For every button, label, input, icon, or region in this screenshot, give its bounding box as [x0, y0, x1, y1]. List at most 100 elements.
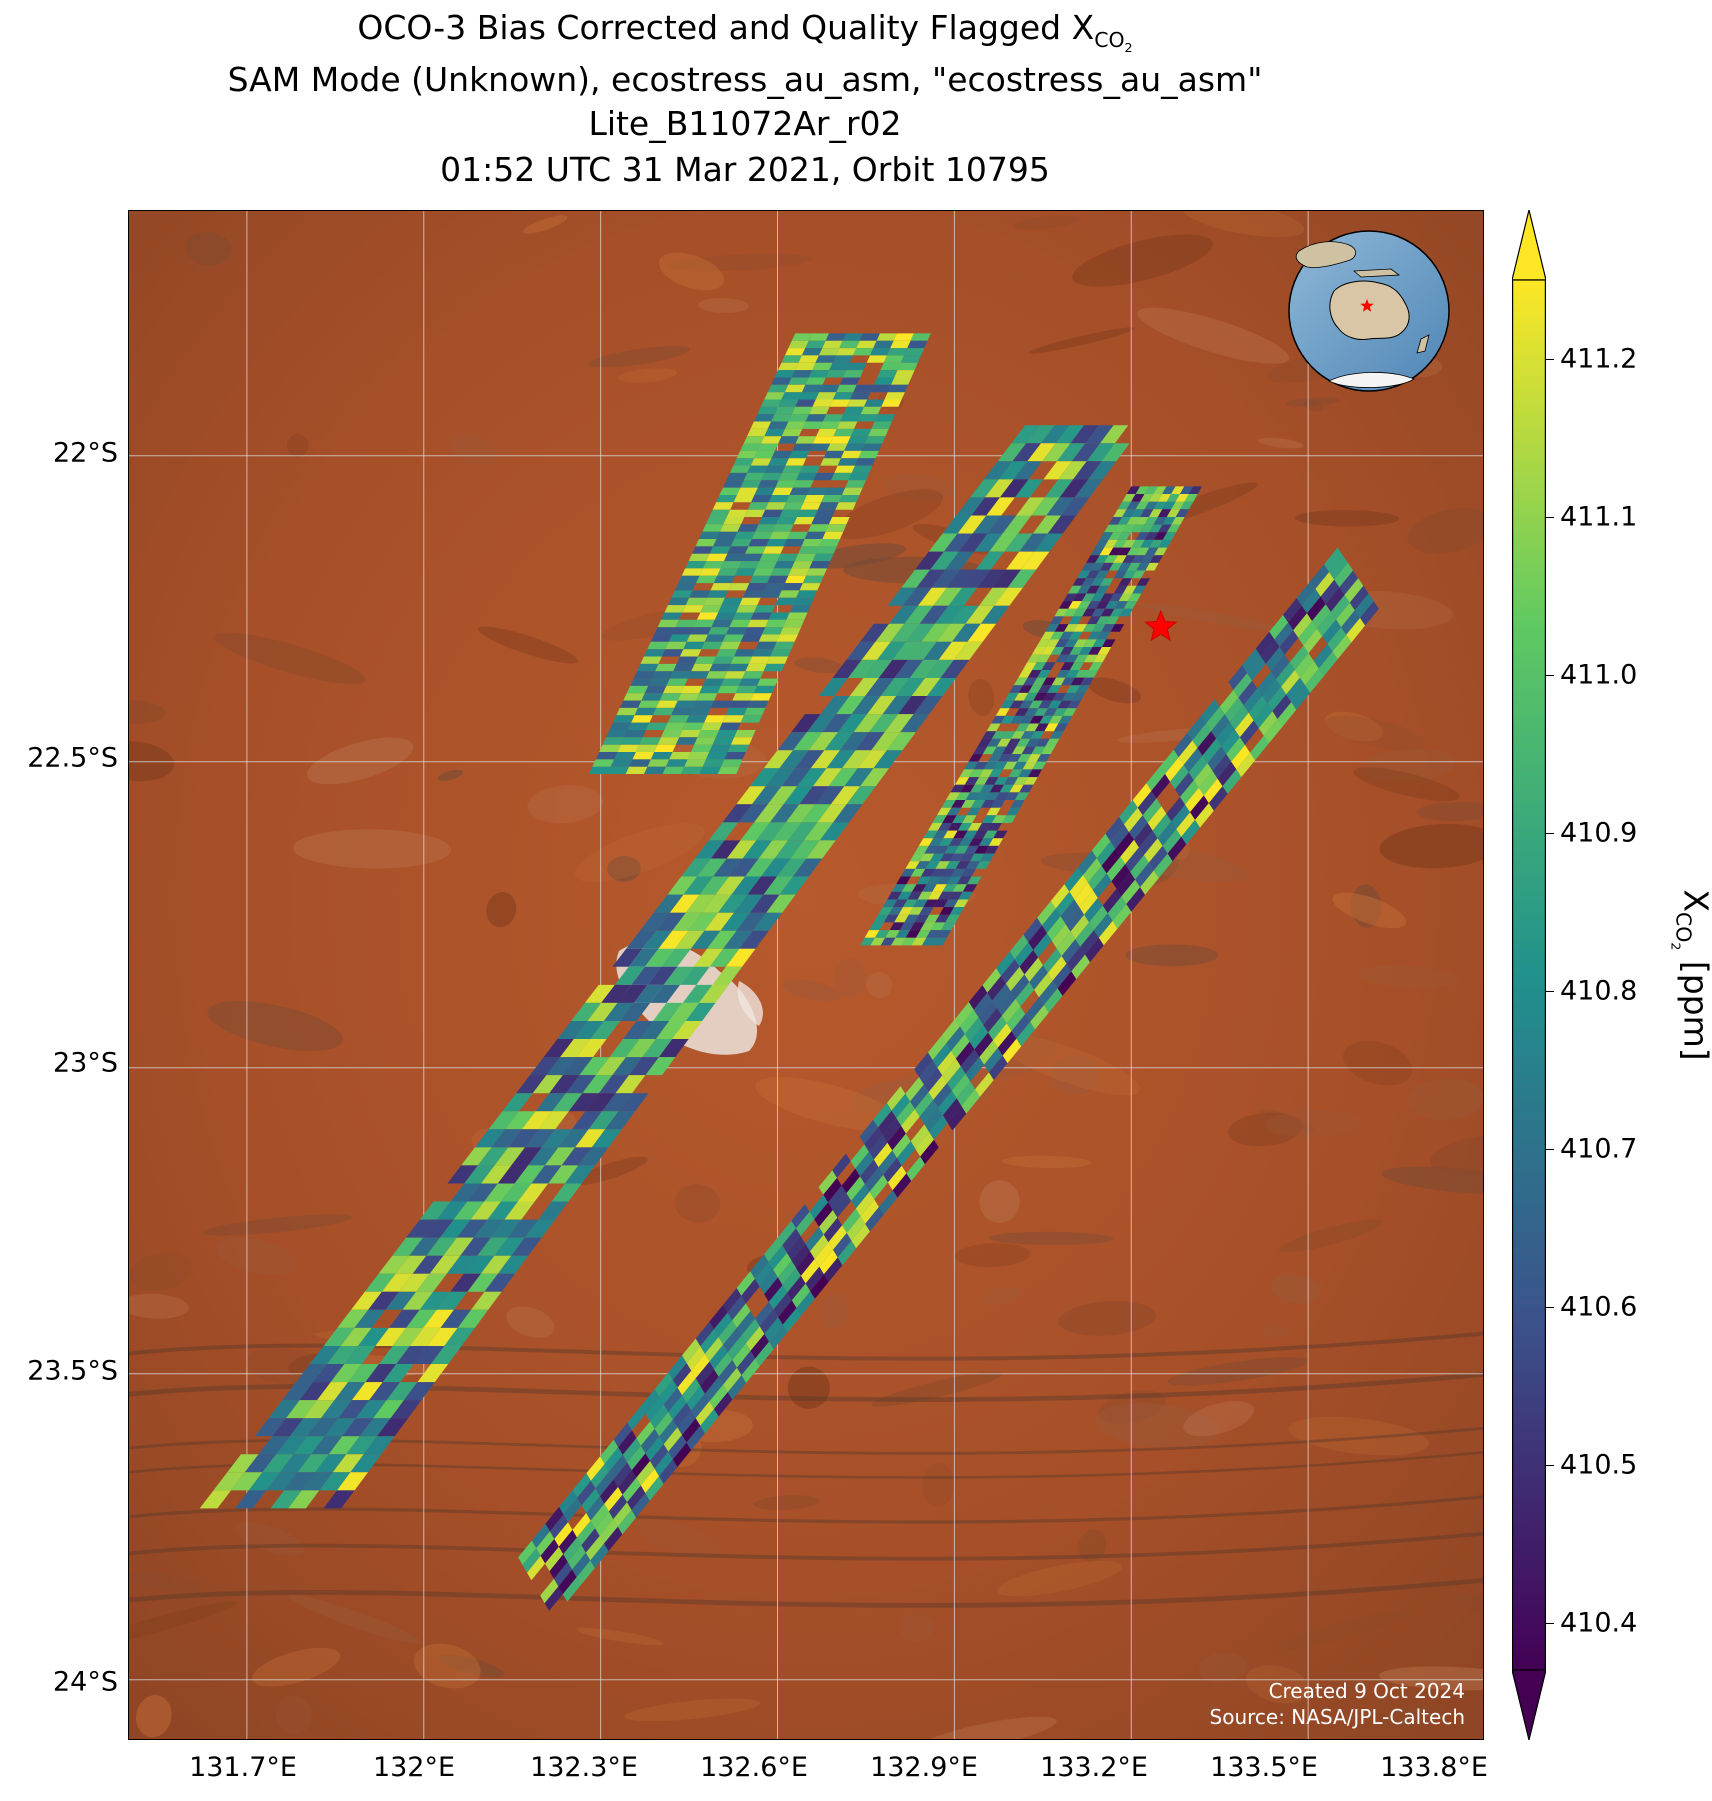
xco2-sounding-cell: [1032, 662, 1047, 670]
xco2-sounding-cell: [818, 678, 848, 696]
xco2-sounding-cell: [1122, 555, 1136, 563]
xco2-sounding-cell: [914, 1092, 934, 1117]
xco2-sounding-cell: [399, 1273, 430, 1292]
xco2-sounding-cell: [730, 737, 753, 745]
xco2-sounding-cell: [807, 487, 828, 495]
xco2-sounding-cell: [1105, 601, 1119, 609]
xco2-sounding-cell: [359, 1418, 391, 1437]
xco2-sounding-cell: [661, 948, 691, 967]
terrain-patch: [129, 1252, 193, 1291]
xco2-sounding-cell: [1082, 624, 1097, 632]
xco2-sounding-cell: [645, 1476, 664, 1501]
xco2-sounding-cell: [672, 1363, 692, 1388]
xco2-sounding-cell: [851, 465, 873, 473]
xco2-sounding-cell: [604, 1447, 623, 1472]
xco2-sounding-cell: [1023, 917, 1042, 943]
xco2-sounding-cell: [799, 465, 821, 473]
xco2-sounding-cell: [950, 853, 965, 862]
xco2-sounding-cell: [632, 752, 655, 760]
xco2-sounding-cell: [752, 912, 783, 931]
xco2-sounding-cell: [531, 1165, 562, 1184]
xco2-sounding-cell: [616, 707, 638, 716]
xco2-sounding-cell: [964, 1017, 984, 1042]
xco2-sounding-cell: [1180, 501, 1194, 510]
xco2-sounding-cell: [1021, 551, 1050, 570]
lon-tick-131-7e: 131.7°E: [189, 1752, 297, 1783]
xco2-sounding-cell: [627, 1405, 646, 1431]
xco2-sounding-cell: [1095, 585, 1110, 594]
xco2-sounding-cell: [871, 732, 901, 751]
xco2-sounding-cell: [1036, 754, 1051, 762]
xco2-sounding-cell: [1257, 671, 1276, 696]
terrain-patch: [1137, 307, 1290, 364]
xco2-sounding-cell: [1152, 813, 1172, 839]
xco2-sounding-cell: [810, 1274, 829, 1299]
xco2-sounding-cell: [945, 861, 960, 869]
xco2-sounding-cell: [765, 502, 787, 510]
xco2-sounding-cell: [974, 533, 1003, 552]
xco2-sounding-cell: [864, 930, 880, 938]
xco2-sounding-cell: [746, 583, 768, 591]
xco2-sounding-cell: [877, 370, 898, 378]
xco2-sounding-cell: [978, 838, 994, 846]
xco2-sounding-cell: [1306, 596, 1326, 621]
xco2-sounding-cell: [980, 800, 996, 808]
xco2-sounding-cell: [337, 1472, 368, 1491]
xco2-sounding-cell: [825, 333, 847, 341]
xco2-sounding-cell: [700, 722, 723, 730]
xco2-sounding-cell: [617, 984, 648, 1003]
xco2-sounding-cell: [667, 876, 698, 895]
xco2-sounding-cell: [728, 583, 750, 591]
xco2-sounding-cell: [939, 907, 954, 915]
terrain-patch: [289, 1594, 421, 1644]
xco2-sounding-cell: [608, 1494, 627, 1520]
xco2-sounding-cell: [798, 392, 820, 400]
xco2-sounding-cell: [602, 1093, 632, 1112]
map-panel[interactable]: Created 9 Oct 2024 Source: NASA/JPL-Calt…: [128, 210, 1484, 1740]
xco2-sounding-cell: [599, 1479, 618, 1504]
xco2-sounding-cell: [1002, 746, 1017, 755]
xco2-sounding-cell: [997, 754, 1012, 762]
xco2-sounding-cell: [782, 465, 803, 473]
xco2-sounding-cell: [777, 732, 807, 751]
xco2-sounding-cell: [623, 1021, 653, 1039]
xco2-sounding-cell: [1071, 443, 1101, 462]
xco2-sounding-cell: [586, 1456, 605, 1481]
xco2-sounding-cell: [1153, 486, 1167, 494]
xco2-sounding-cell: [1011, 425, 1040, 444]
xco2-sounding-cell: [816, 428, 837, 437]
xco2-sounding-cell: [1000, 479, 1029, 498]
xco2-sounding-cell: [937, 823, 953, 831]
xco2-sounding-cell: [804, 531, 826, 539]
xco2-sounding-cell: [667, 715, 690, 723]
xco2-sounding-cell: [875, 623, 905, 642]
xco2-sounding-cell: [1070, 425, 1099, 444]
xco2-sounding-cell: [1069, 875, 1088, 900]
xco2-sounding-cell: [858, 450, 879, 459]
xco2-sounding-cell: [497, 1165, 529, 1184]
xco2-sounding-cell: [927, 823, 943, 831]
xco2-sounding-cell: [1070, 914, 1089, 940]
xco2-sounding-cell: [975, 792, 990, 800]
xco2-sounding-cell: [764, 1277, 783, 1302]
xco2-sounding-cell: [543, 1039, 574, 1058]
xco2-sounding-cell: [877, 641, 906, 660]
xco2-sounding-cell: [874, 414, 896, 422]
xco2-sounding-cell: [706, 553, 728, 562]
xco2-sounding-cell: [923, 641, 952, 660]
xco2-sounding-cell: [1138, 830, 1158, 856]
xco2-sounding-cell: [978, 1000, 997, 1025]
xco2-sounding-cell: [1022, 662, 1037, 670]
xco2-sounding-cell: [1131, 524, 1145, 533]
xco2-sounding-cell: [1262, 679, 1282, 704]
xco2-sounding-cell: [1131, 539, 1145, 548]
xco2-sounding-cell: [850, 1144, 869, 1169]
xco2-sounding-cell: [830, 436, 851, 444]
xco2-sounding-cell: [781, 583, 803, 591]
xco2-sounding-cell: [1077, 601, 1092, 609]
xco2-sounding-cell: [763, 663, 785, 672]
xco2-sounding-cell: [721, 597, 743, 606]
xco2-sounding-cell: [833, 804, 863, 823]
xco2-sounding-cell: [1073, 624, 1087, 632]
xco2-sounding-cell: [1006, 807, 1021, 816]
